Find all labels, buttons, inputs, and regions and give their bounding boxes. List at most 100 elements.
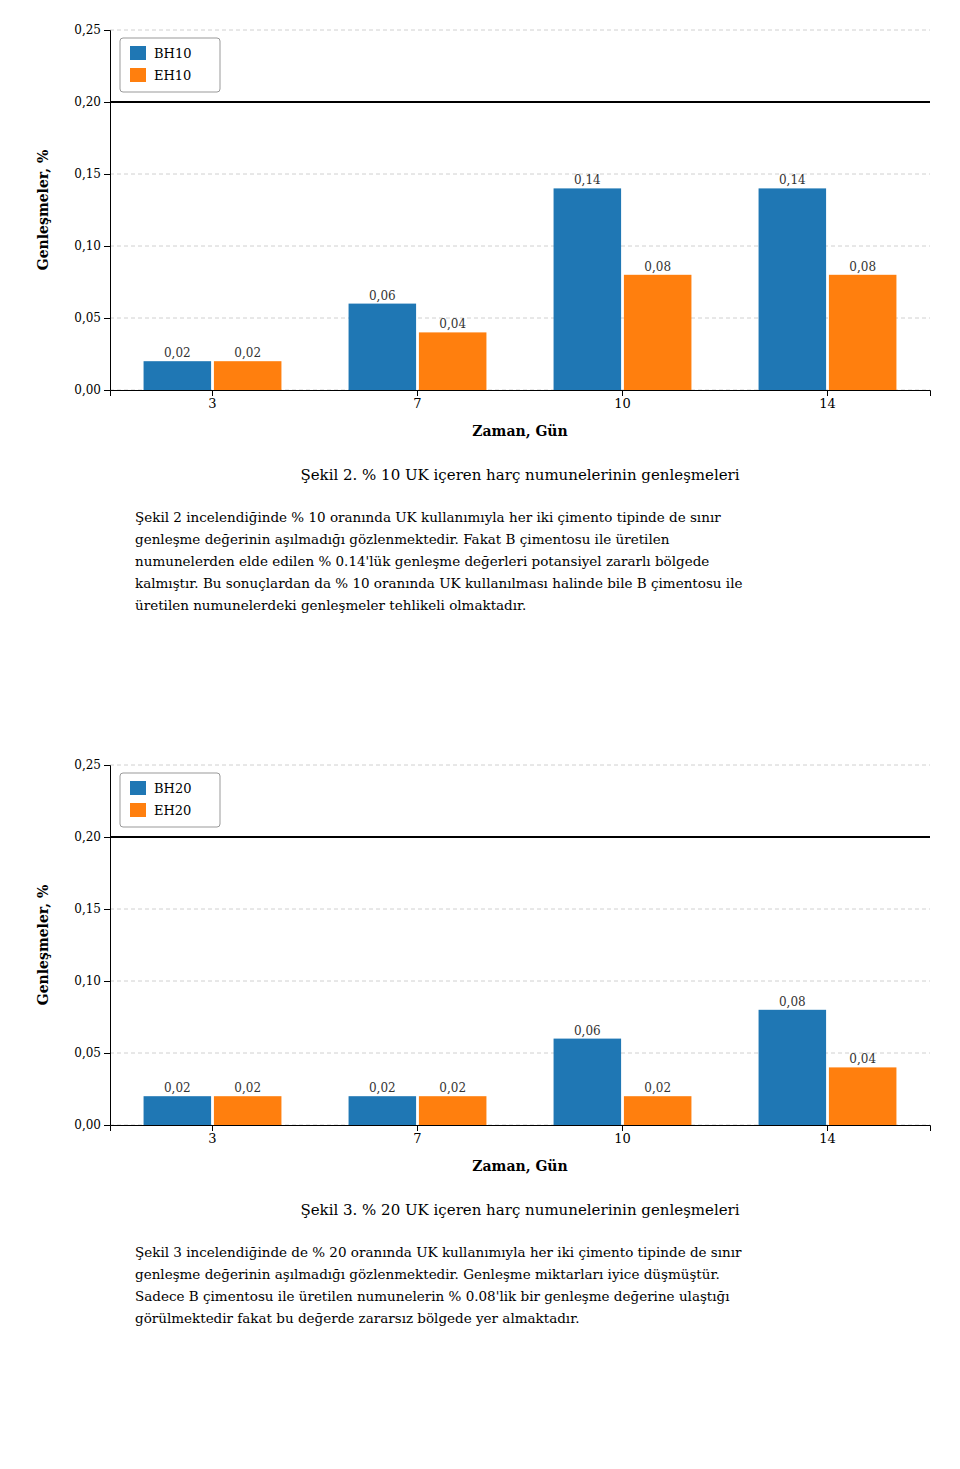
y-tick: 0,25 [74,23,110,37]
y-tick-label: 0,15 [74,167,101,181]
data-label: 0,02 [164,1081,191,1095]
x-tick-mark [212,1125,213,1131]
grid-line [110,102,930,103]
legend-item: BH20 [130,781,191,796]
bar [829,1067,897,1125]
data-label: 0,04 [439,317,466,331]
grid-line [110,174,930,175]
legend: BH10EH10 [120,38,220,92]
y-tick-mark [104,1053,110,1054]
x-tick: 3 [208,1125,216,1146]
data-label: 0,02 [234,346,261,360]
data-label: 0,02 [644,1081,671,1095]
data-label: 0,02 [164,346,191,360]
legend: BH20 EH20 [120,773,220,827]
legend-swatch [130,781,146,795]
y-tick: 0,00 [74,383,110,397]
grid [110,765,930,1125]
y-tick-label: 0,05 [74,311,101,325]
legend-label: BH20 [154,781,191,796]
x-tick-label: 3 [208,396,216,411]
paragraph: Şekil 3 incelendiğinde de % 20 oranında … [135,1244,742,1326]
bars [110,102,930,390]
bar [419,1096,487,1125]
bar [759,1010,827,1125]
paragraph-line: numunelerden elde edilen % 0.14'lük genl… [135,553,709,569]
data-label: 0,08 [849,260,876,274]
y-tick-label: 0,25 [74,23,101,37]
paragraph-line: genleşme değerinin aşılmadığı gözlenmekt… [135,531,670,547]
x-tick-label: 14 [819,396,836,411]
y-axis: 0,00 0,05 0,10 0,15 0,20 0,25 [74,758,110,1132]
figure: 0,02 0,06 0,14 0,14 0,02 0,04 0,08 0,08 0,00 0,05… [0,0,960,1469]
caption: Şekil 2. % 10 UK içeren harç numunelerin… [300,466,739,484]
x-tick: 14 [819,390,836,411]
data-label: 0,04 [849,1052,876,1066]
y-tick-mark [104,102,110,103]
grid-line [110,30,930,31]
y-tick: 0,15 [74,167,110,181]
data-label: 0,02 [369,1081,396,1095]
y-tick: 0,10 [74,239,110,253]
y-tick-mark [104,30,110,31]
axis-domain [104,766,111,1126]
y-tick-label: 0,20 [74,830,101,844]
x-tick-mark [622,1125,623,1131]
x-tick-mark [827,390,828,396]
legend-swatch [130,46,146,60]
x-axis-title: Zaman, Gün [472,423,567,439]
x-tick-label: 10 [614,1131,631,1146]
y-tick-mark [104,981,110,982]
x-tick: 14 [819,1125,836,1146]
legend-item: EH20 [130,803,191,818]
grid-line [110,837,930,838]
y-tick: 0,05 [74,311,110,325]
grid-line [110,765,930,766]
legend-swatch [130,68,146,82]
y-tick-label: 0,10 [74,974,101,988]
y-tick-label: 0,20 [74,95,101,109]
bar [624,275,692,390]
legend-label: EH10 [154,68,191,83]
y-tick: 0,15 [74,902,110,916]
paragraph-line: üretilen numunelerdeki genleşmeler tehli… [135,597,526,613]
paragraph-line: Şekil 3 incelendiğinde de % 20 oranında … [135,1244,742,1260]
paragraph-line: kalmıştır. Bu sonuçlardan da % 10 oranın… [135,575,742,591]
chart: 0,020,020,060,080,020,020,020,040,000,05… [35,758,931,1326]
y-tick-label: 0,10 [74,239,101,253]
x-tick-mark [827,1125,828,1131]
y-tick-mark [104,1125,110,1126]
y-tick-mark [104,765,110,766]
x-tick-label: 14 [819,1131,836,1146]
y-tick: 0,10 [74,974,110,988]
data-label: 0,14 [779,173,806,187]
reference-line [110,101,930,103]
y-tick: 0,00 [74,1118,110,1132]
y-tick: 0,05 [74,1046,110,1060]
y-tick-label: 0,25 [74,758,101,772]
caption: Şekil 3. % 20 UK içeren harç numunelerin… [300,1201,739,1219]
y-tick-mark [104,909,110,910]
x-axis: 371014 [111,390,931,411]
data-label: 0,08 [779,995,806,1009]
bar [349,1096,417,1125]
data-label: 0,06 [574,1024,601,1038]
data-label: 0,14 [574,173,601,187]
legend-swatch [130,803,146,817]
x-tick-mark [622,390,623,396]
x-tick-label: 7 [413,396,421,411]
y-axis-title: Genleşmeler, % [35,150,51,271]
bar [554,188,622,390]
data-label: 0,02 [439,1081,466,1095]
chart: 0,020,060,140,140,020,040,080,080,000,05… [35,23,931,613]
reference-line [110,836,930,838]
x-tick-mark [417,1125,418,1131]
x-tick-mark [417,390,418,396]
x-tick-label: 7 [413,1131,421,1146]
legend-item: EH10 [130,68,191,83]
grid-line [110,909,930,910]
y-tick: 0,20 [74,95,110,109]
bar [554,1039,622,1125]
bar [759,188,827,390]
y-tick: 0,25 [74,758,110,772]
